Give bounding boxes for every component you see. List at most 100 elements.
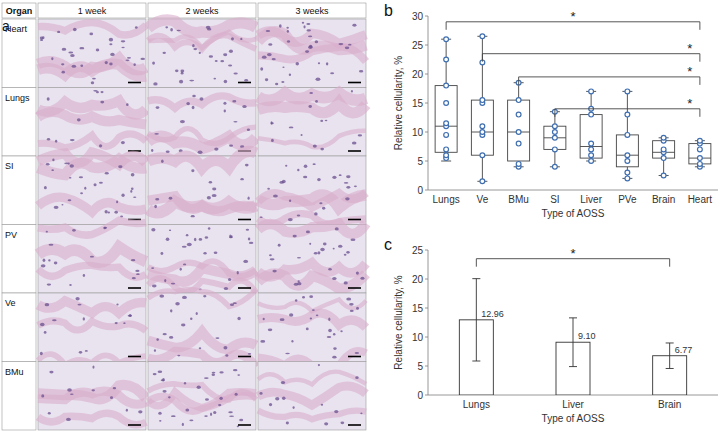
nucleus [133, 196, 136, 198]
nucleus [293, 406, 295, 409]
nucleus [219, 397, 222, 400]
nucleus [135, 270, 139, 272]
nucleus [302, 296, 305, 299]
box [508, 100, 530, 161]
nucleus [164, 279, 166, 282]
y-tick-label: 20 [412, 69, 424, 80]
row-label: BMu [5, 367, 24, 377]
nucleus [242, 105, 246, 108]
row-label: Lungs [5, 93, 30, 103]
nucleus [282, 396, 286, 400]
nucleus [224, 110, 226, 113]
nucleus [213, 78, 216, 80]
nucleus [184, 382, 186, 385]
x-tick-label: Liver [562, 399, 584, 410]
nucleus [126, 409, 128, 412]
nucleus [231, 37, 234, 40]
data-point [589, 147, 594, 152]
tissue-band [38, 23, 146, 35]
nucleus [133, 63, 135, 66]
data-point [552, 164, 557, 169]
nucleus [306, 29, 311, 31]
nucleus [156, 106, 160, 109]
data-point [516, 130, 521, 135]
nucleus [69, 177, 71, 179]
data-point [552, 130, 557, 135]
nucleus [179, 80, 183, 84]
micrograph-bg [38, 293, 146, 362]
data-point [552, 124, 557, 129]
nucleus [199, 52, 201, 54]
micrograph [38, 293, 146, 365]
nucleus [70, 54, 75, 57]
data-point [697, 162, 702, 167]
error-cap [472, 278, 480, 279]
nucleus [67, 388, 72, 391]
nucleus [85, 350, 88, 352]
nucleus [272, 270, 276, 273]
nucleus [159, 294, 164, 297]
tissue-band [258, 223, 366, 234]
nucleus [72, 65, 76, 68]
nucleus [189, 419, 193, 421]
header-text: Organ [6, 6, 33, 16]
nucleus [275, 83, 278, 85]
nucleus [320, 248, 324, 251]
nucleus [204, 377, 209, 379]
nucleus [80, 192, 83, 194]
nucleus [266, 30, 270, 32]
error-bar [573, 318, 574, 367]
chart-box: 051015202530Relative cellularity, %Type … [384, 2, 718, 219]
nucleus [219, 371, 223, 373]
nucleus [328, 317, 330, 320]
nucleus [344, 254, 347, 256]
nucleus [328, 329, 332, 332]
nucleus [204, 415, 208, 417]
nucleus [351, 90, 353, 93]
nucleus [319, 202, 322, 204]
nucleus [207, 28, 211, 30]
x-tick-label: PVe [618, 194, 637, 205]
tissue-band [148, 96, 256, 108]
micrograph-bg [148, 88, 256, 157]
data-point [697, 138, 702, 143]
nucleus [240, 38, 242, 40]
nucleus [270, 258, 275, 260]
scale-bar [348, 82, 361, 84]
nucleus [316, 78, 321, 82]
nucleus [40, 352, 43, 356]
row-label-cell [2, 293, 36, 362]
whisker-low [482, 155, 483, 181]
data-point [661, 173, 666, 178]
nucleus [244, 79, 248, 81]
scale-bar [238, 356, 251, 358]
nucleus [205, 398, 209, 400]
nucleus [171, 283, 175, 285]
nucleus [360, 277, 364, 280]
nucleus [46, 231, 48, 233]
nucleus [228, 65, 232, 67]
nucleus [326, 62, 328, 65]
micrograph [148, 88, 256, 157]
x-axis-title: Type of AOSS [542, 208, 605, 219]
nucleus [265, 78, 268, 81]
nucleus [318, 364, 320, 366]
y-tick-label: 5 [417, 156, 423, 167]
x-axis [428, 190, 718, 191]
nucleus [51, 57, 53, 60]
nucleus [293, 235, 297, 238]
nucleus [125, 60, 129, 62]
data-point [444, 133, 449, 138]
nucleus [54, 206, 59, 209]
micrograph [148, 225, 256, 294]
data-point [480, 179, 485, 184]
nucleus [168, 396, 171, 398]
nucleus [128, 315, 132, 317]
nucleus [229, 145, 233, 147]
nucleus [306, 23, 310, 25]
significance-bracket [555, 109, 700, 117]
nucleus [333, 248, 335, 250]
nucleus [212, 194, 217, 197]
nucleus [161, 159, 164, 163]
nucleus [154, 205, 157, 209]
